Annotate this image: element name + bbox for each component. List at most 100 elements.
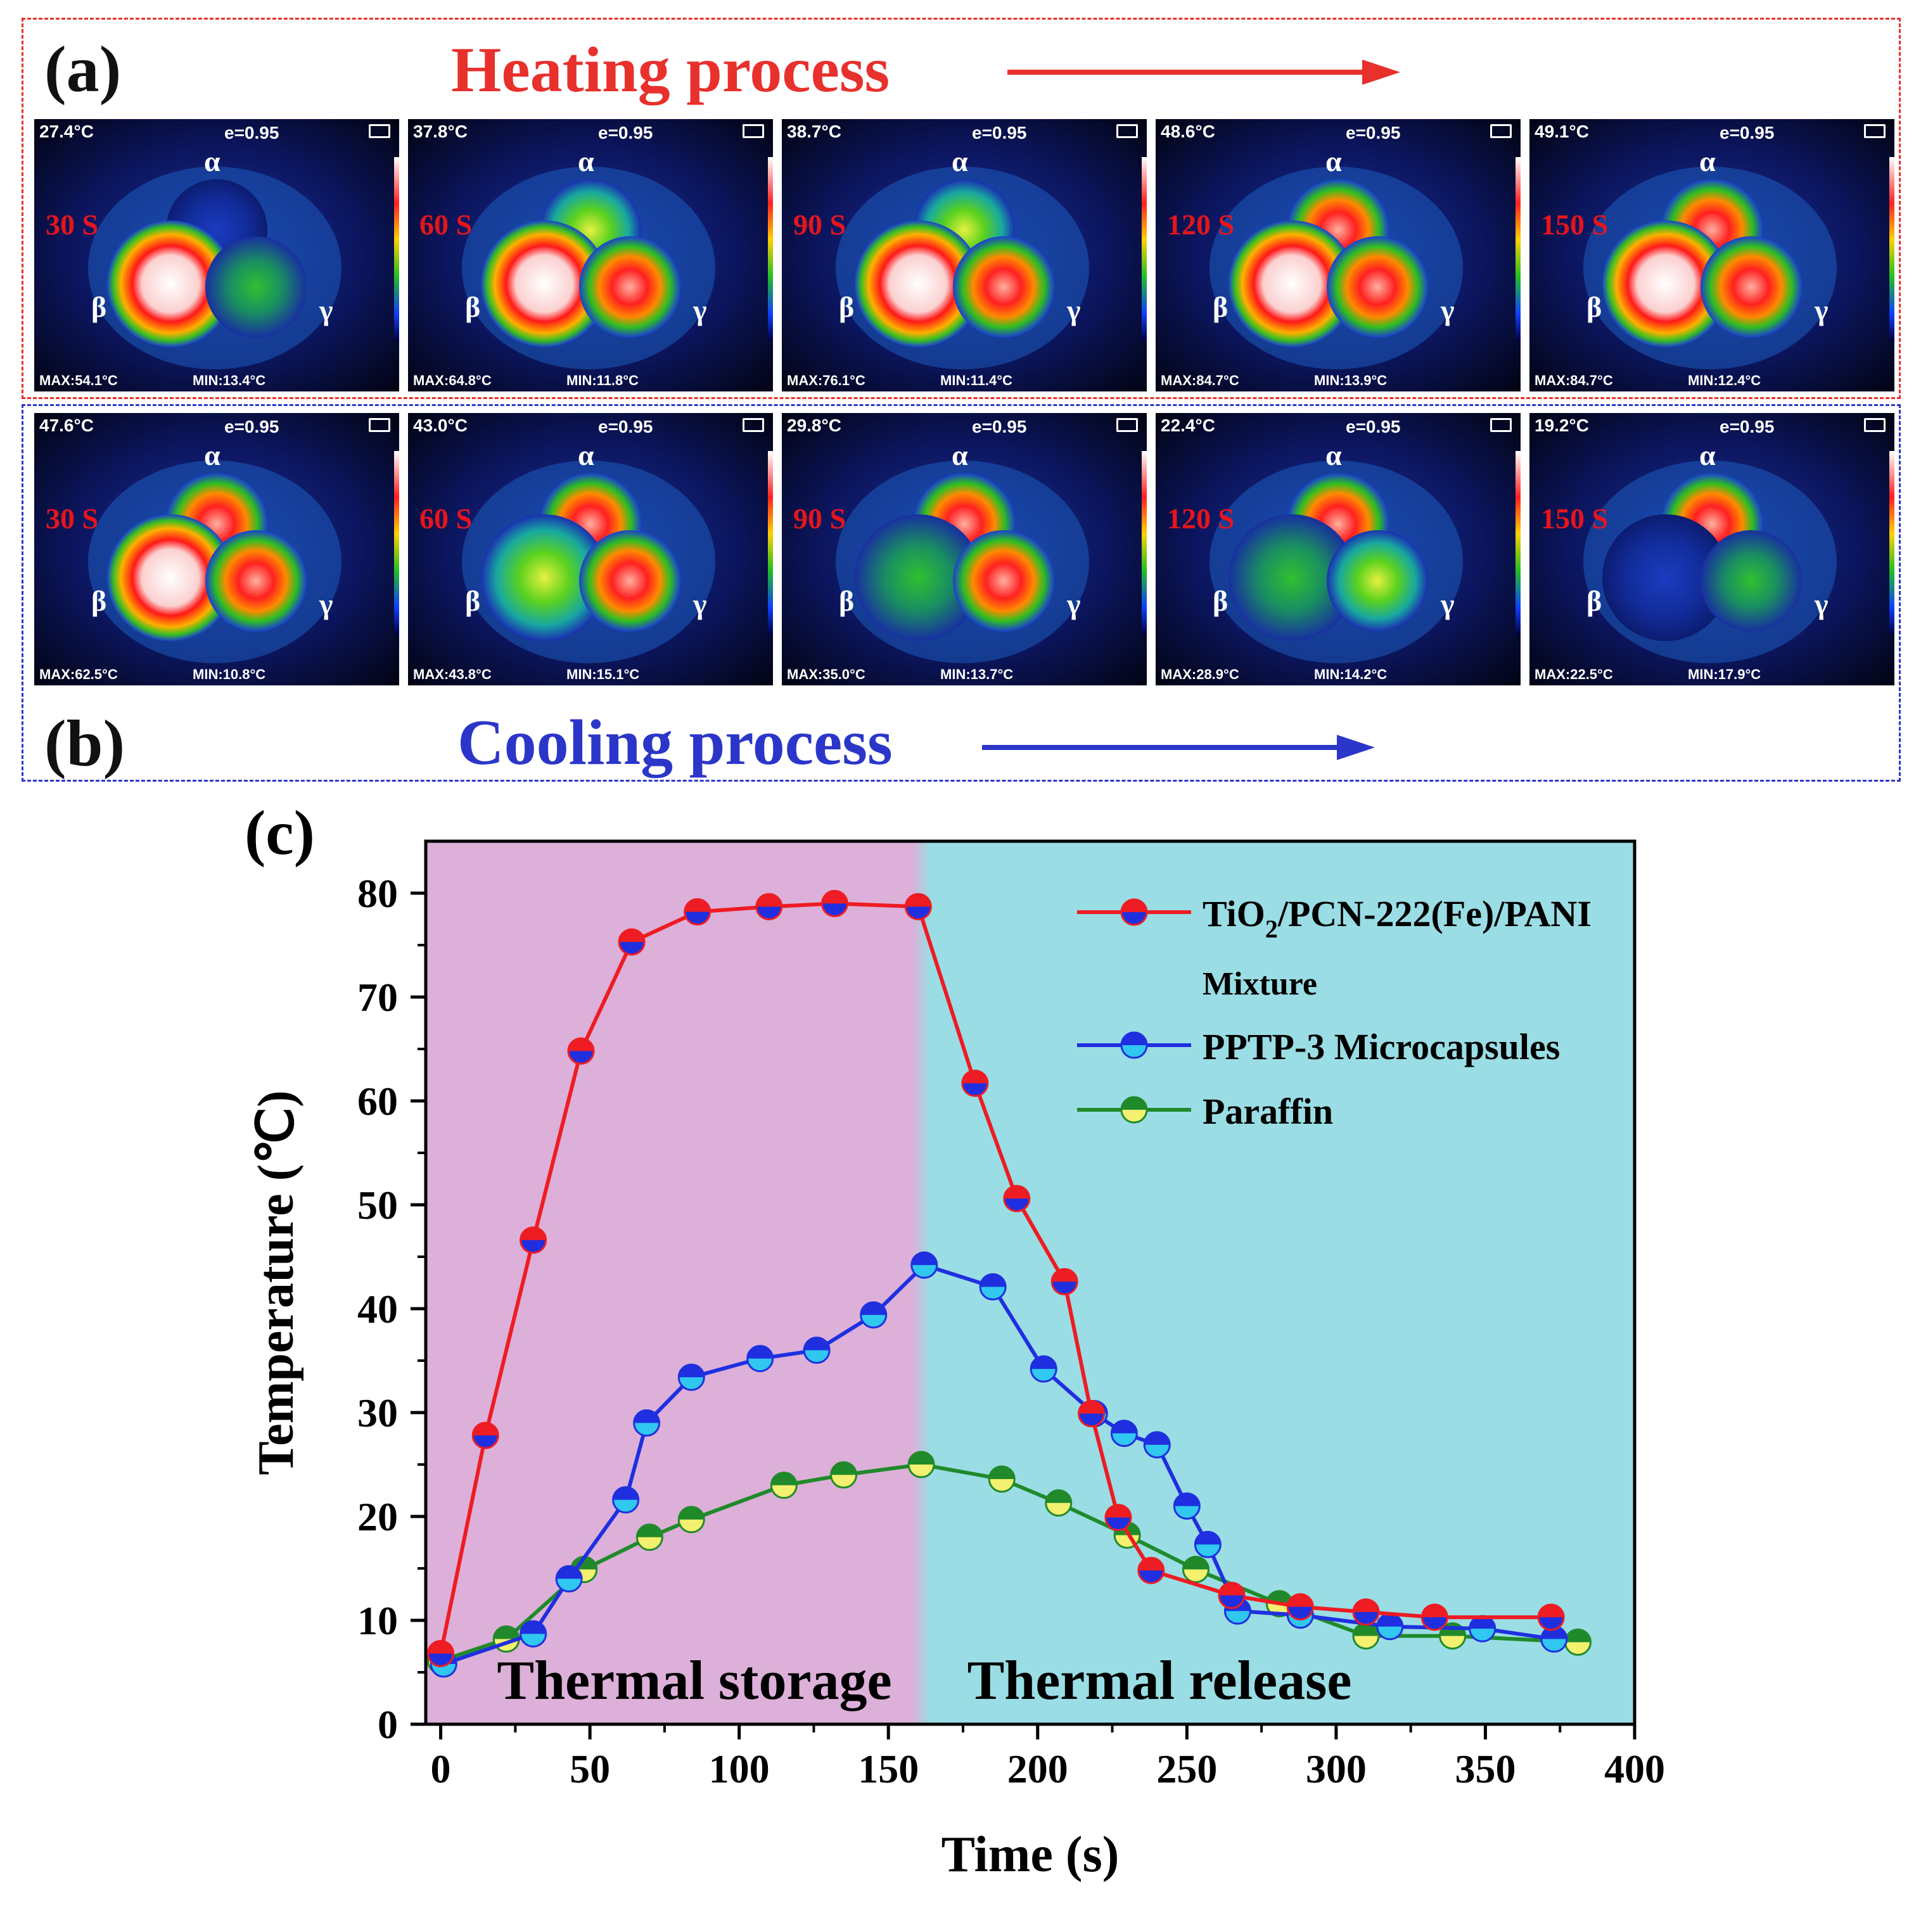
data-point: [1352, 1622, 1380, 1650]
elapsed-time-label: 120 S: [1167, 502, 1235, 535]
legend-item: PPTP-3 Microcapsules: [1077, 1026, 1560, 1067]
beta-label: β: [1213, 291, 1229, 323]
data-point: [904, 893, 932, 920]
battery-icon: [743, 418, 764, 432]
data-point: [618, 928, 646, 956]
color-scale-bar: [1516, 451, 1521, 635]
center-temp-readout: 49.1°C: [1535, 122, 1589, 141]
cooling-title: Cooling process: [457, 707, 893, 779]
data-point: [684, 898, 712, 926]
battery-icon: [1116, 418, 1138, 432]
sample-beta-spot: [855, 514, 981, 641]
data-point: [1194, 1530, 1222, 1558]
y-tick-label: 10: [357, 1598, 398, 1643]
y-tick-label: 60: [357, 1079, 398, 1124]
data-point: [803, 1337, 831, 1364]
data-point: [910, 1251, 938, 1279]
temperature-chart: 0 50 100 150 200 250 300 350 400 0 10 20 30 40 50 60 70 8…: [245, 798, 1665, 1883]
min-temp-readout: MIN:13.4°C: [193, 372, 266, 388]
battery-icon: [1490, 124, 1512, 138]
heating-arrow: [1007, 60, 1400, 85]
max-temp-readout: MAX:35.0°C: [787, 666, 865, 682]
data-point: [1376, 1613, 1404, 1641]
sample-beta-spot: [1229, 514, 1355, 641]
alpha-label: α: [1325, 439, 1342, 471]
beta-label: β: [1586, 585, 1602, 617]
legend-label: PPTP-3 Microcapsules: [1203, 1026, 1560, 1067]
battery-icon: [1864, 418, 1886, 432]
alpha-label: α: [1699, 439, 1716, 471]
region-boundary-blend: [912, 841, 931, 1724]
data-point: [1110, 1420, 1138, 1447]
min-temp-readout: MIN:17.9°C: [1688, 666, 1761, 682]
x-tick-label: 0: [431, 1746, 451, 1791]
gamma-label: γ: [1441, 588, 1455, 620]
data-point: [1120, 1096, 1148, 1124]
battery-icon: [369, 124, 390, 138]
plot-frame: [424, 839, 1637, 1726]
emissivity-readout: e=0.95: [972, 123, 1027, 143]
gamma-label: γ: [1815, 294, 1828, 326]
data-point: [1104, 1504, 1132, 1532]
thermal-storage-label: Thermal storage: [497, 1650, 891, 1712]
alpha-label: α: [578, 145, 594, 177]
gamma-label: γ: [319, 294, 333, 326]
series-tio2-pcn-222-fe-pani: [427, 889, 1565, 1667]
beta-label: β: [839, 585, 855, 617]
min-temp-readout: MIN:15.1°C: [566, 666, 640, 682]
beta-label: β: [1213, 585, 1229, 617]
thermal-storage-region: [426, 841, 922, 1724]
sample-beta-spot: [481, 514, 608, 641]
sample-gamma-spot: [205, 530, 307, 632]
y-tick-label: 40: [357, 1287, 398, 1331]
data-point: [635, 1523, 663, 1551]
min-temp-readout: MIN:11.4°C: [940, 372, 1012, 388]
y-tick-label: 30: [357, 1390, 398, 1435]
data-point: [746, 1345, 774, 1373]
data-point: [1120, 1031, 1148, 1059]
data-point: [471, 1421, 499, 1449]
thermal-image: 47.6°C e=0.95 MAX:62.5°C MIN:10.8°C 30 S α β γ: [34, 413, 399, 685]
x-tick-label: 300: [1306, 1746, 1367, 1791]
data-point: [988, 1465, 1016, 1493]
beta-label: β: [91, 585, 107, 617]
min-temp-readout: MIN:12.4°C: [1688, 372, 1761, 388]
battery-icon: [1116, 124, 1138, 138]
gamma-label: γ: [1067, 588, 1081, 620]
elapsed-time-label: 30 S: [46, 208, 99, 241]
sample-beta-spot: [107, 220, 234, 347]
emissivity-readout: e=0.95: [1346, 417, 1401, 436]
gamma-label: γ: [693, 588, 707, 620]
sample-beta-spot: [1602, 220, 1729, 347]
max-temp-readout: MAX:62.5°C: [39, 666, 118, 682]
sample-gamma-spot: [953, 236, 1054, 338]
color-scale-bar: [1889, 451, 1894, 635]
battery-icon: [1864, 124, 1886, 138]
data-point: [1537, 1603, 1565, 1631]
emissivity-readout: e=0.95: [1346, 123, 1401, 143]
data-point: [1143, 1431, 1171, 1459]
min-temp-readout: MIN:13.7°C: [940, 666, 1014, 682]
gamma-label: γ: [1815, 588, 1828, 620]
cooling-arrow: [982, 735, 1375, 760]
data-point: [520, 1226, 547, 1254]
center-temp-readout: 37.8°C: [413, 122, 468, 141]
sample-gamma-spot: [579, 530, 680, 632]
beta-label: β: [465, 291, 481, 323]
sample-gamma-spot: [953, 530, 1054, 632]
center-temp-readout: 27.4°C: [39, 122, 94, 141]
elapsed-time-label: 150 S: [1541, 208, 1609, 241]
data-point: [1120, 898, 1148, 926]
gamma-label: γ: [693, 294, 707, 326]
thermal-image: 48.6°C e=0.95 MAX:84.7°C MIN:13.9°C 120 S α β γ: [1156, 119, 1521, 391]
data-point: [520, 1620, 547, 1648]
thermal-image: 27.4°C e=0.95 MAX:54.1°C MIN:13.4°C 30 S α β γ: [34, 119, 399, 391]
data-point: [1286, 1593, 1314, 1621]
emissivity-readout: e=0.95: [598, 123, 653, 143]
thermal-image: 38.7°C e=0.95 MAX:76.1°C MIN:11.4°C 90 S α β γ: [782, 119, 1147, 391]
data-point: [1045, 1489, 1073, 1517]
series-line: [443, 1263, 1555, 1666]
emissivity-readout: e=0.95: [972, 417, 1027, 436]
emissivity-readout: e=0.95: [1720, 417, 1775, 436]
y-tick-label: 70: [357, 975, 398, 1020]
